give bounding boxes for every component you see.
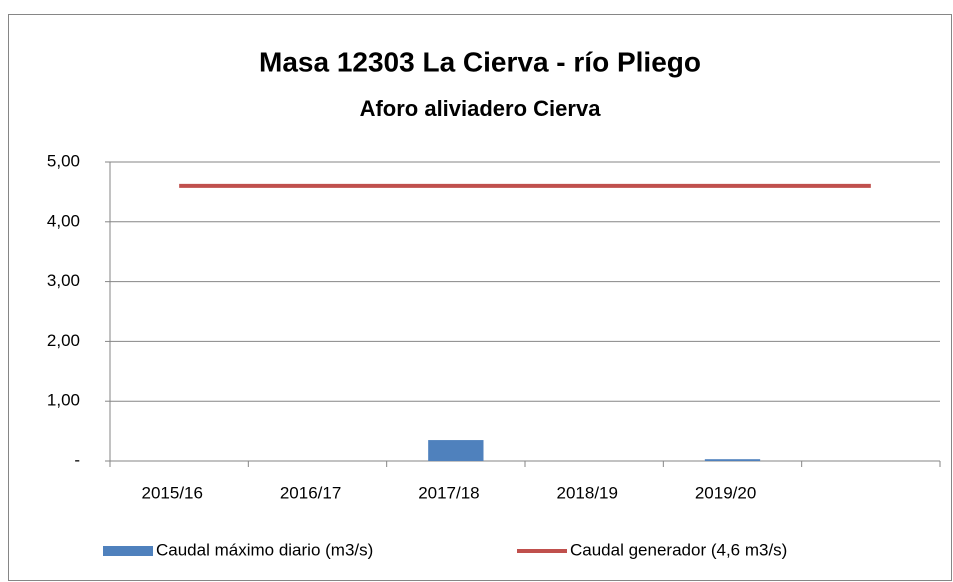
x-tick-label: 2017/18	[418, 483, 479, 502]
x-tick-label: 2015/16	[142, 483, 203, 502]
chart-subtitle: Aforo aliviadero Cierva	[360, 96, 602, 121]
bar	[428, 440, 484, 461]
chart-frame	[8, 14, 952, 581]
bar	[704, 459, 761, 461]
y-tick-label: -	[74, 450, 80, 469]
y-tick-label: 4,00	[47, 211, 80, 230]
legend-label: Caudal máximo diario (m3/s)	[156, 540, 373, 559]
legend-label: Caudal generador (4,6 m3/s)	[570, 540, 787, 559]
x-tick-label: 2019/20	[695, 483, 756, 502]
y-tick-label: 5,00	[47, 151, 80, 170]
x-tick-label: 2016/17	[280, 483, 341, 502]
x-tick-label: 2018/19	[557, 483, 618, 502]
y-tick-label: 2,00	[47, 331, 80, 350]
legend-swatch	[103, 546, 153, 556]
chart-title: Masa 12303 La Cierva - río Pliego	[259, 46, 701, 77]
y-tick-label: 1,00	[47, 391, 80, 410]
y-tick-label: 3,00	[47, 271, 80, 290]
